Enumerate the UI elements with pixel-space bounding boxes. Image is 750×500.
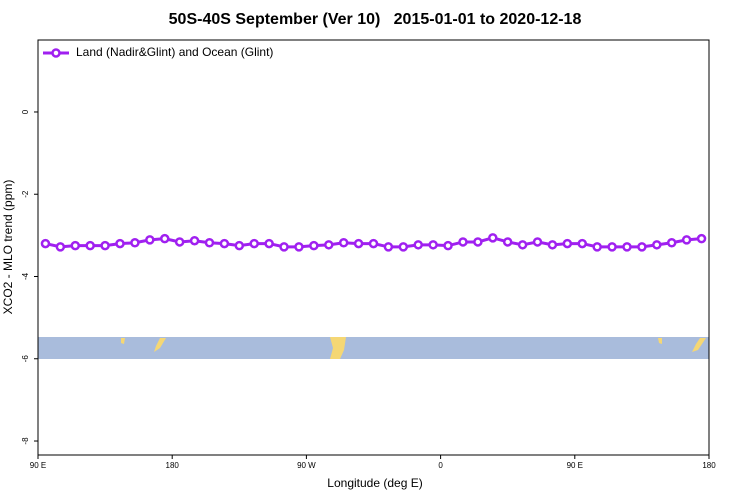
point (115, 238, 125, 249)
point (234, 240, 245, 251)
point (70, 240, 81, 251)
point (696, 233, 707, 244)
point (562, 238, 573, 249)
point (294, 242, 304, 252)
x-tick-label: 90 W (297, 461, 316, 470)
point (159, 233, 170, 244)
point (338, 238, 349, 248)
y-tick-label: 0 (21, 109, 30, 114)
point (264, 238, 274, 249)
point (55, 242, 66, 252)
point (547, 240, 558, 250)
point (249, 238, 259, 249)
point (174, 237, 185, 247)
point (637, 242, 647, 252)
y-tick-label: -6 (21, 355, 30, 363)
y-tick-label: -4 (21, 272, 30, 280)
point (398, 242, 409, 252)
y-axis-label: XCO2 - MLO trend (ppm) (1, 180, 15, 315)
point (652, 240, 662, 250)
point (353, 238, 364, 249)
point (85, 240, 95, 251)
x-tick-label: 180 (702, 461, 716, 470)
point (130, 238, 140, 248)
point (413, 240, 423, 250)
point (309, 240, 319, 251)
point (279, 242, 289, 252)
plot-frame (37, 39, 710, 456)
point (368, 238, 379, 249)
point (666, 238, 677, 248)
point (607, 242, 617, 252)
point (532, 237, 543, 247)
x-tick-label: 90 E (567, 461, 583, 470)
point (681, 235, 692, 245)
point (577, 238, 588, 249)
x-axis-label: Longitude (deg E) (327, 476, 422, 490)
point (145, 235, 155, 245)
chart-title: 50S-40S September (Ver 10) 2015-01-01 to… (169, 11, 582, 28)
point (383, 242, 394, 252)
point (100, 240, 110, 251)
point (40, 238, 51, 249)
x-tick-label: 180 (166, 461, 180, 470)
point (458, 237, 468, 247)
x-tick-label: 90 E (30, 461, 46, 470)
point (502, 237, 513, 247)
map-strip (38, 337, 709, 359)
point (622, 242, 632, 252)
point (204, 238, 215, 248)
legend-marker (51, 48, 61, 58)
point (189, 235, 200, 246)
point (219, 238, 230, 249)
y-tick-label: -8 (21, 437, 30, 445)
point (517, 240, 528, 250)
point (473, 237, 483, 247)
x-tick-label: 0 (438, 461, 443, 470)
y-tick-label: -2 (21, 190, 30, 198)
point (443, 240, 453, 251)
legend-label: Land (Nadir&Glint) and Ocean (Glint) (76, 45, 273, 59)
point (592, 242, 602, 252)
point (488, 233, 498, 243)
point (428, 240, 438, 250)
point (324, 240, 334, 250)
